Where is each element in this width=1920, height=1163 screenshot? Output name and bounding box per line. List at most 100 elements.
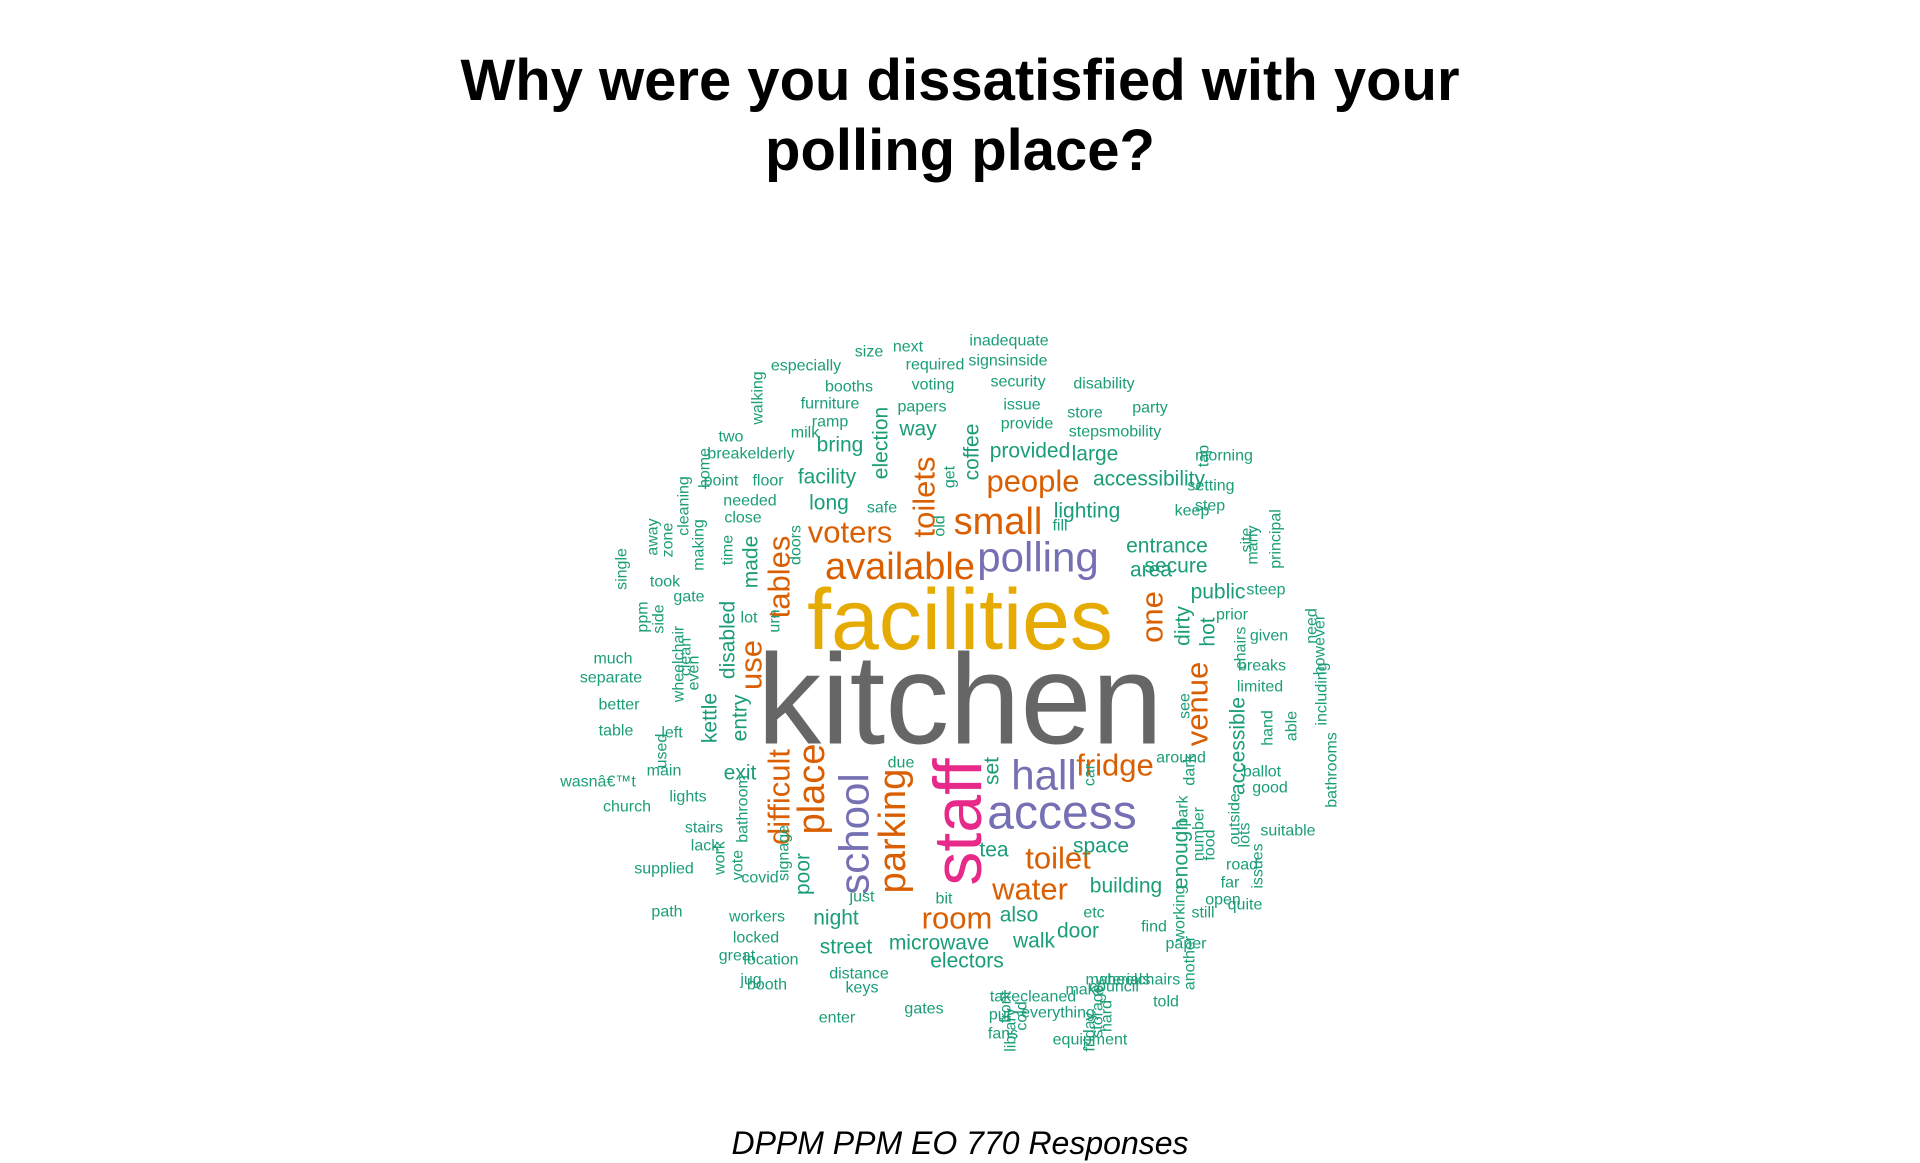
cloud-word: food xyxy=(1202,829,1219,860)
cloud-word: security xyxy=(990,374,1045,391)
cloud-word: make xyxy=(1065,982,1104,999)
cloud-word: working xyxy=(1172,885,1189,941)
cloud-word: far xyxy=(1221,875,1240,892)
cloud-word: especially xyxy=(771,358,841,375)
cloud-word: papers xyxy=(898,399,947,416)
cloud-word: point xyxy=(704,473,739,490)
cloud-word: stepsmobility xyxy=(1069,424,1161,441)
cloud-word: even xyxy=(686,656,703,691)
cloud-word: coffee xyxy=(961,424,984,481)
cloud-word: keys xyxy=(846,980,879,997)
cloud-word: secure xyxy=(1144,555,1207,578)
cloud-word: wheelchairs xyxy=(1095,972,1180,989)
cloud-word: away xyxy=(645,518,662,555)
cloud-word: fans xyxy=(988,1026,1018,1043)
cloud-word: one xyxy=(1135,591,1170,643)
cloud-word: equipment xyxy=(1053,1032,1128,1049)
cloud-word: entrance xyxy=(1126,535,1208,558)
cloud-word: accessible xyxy=(1227,697,1250,795)
cloud-word: toilet xyxy=(1025,841,1091,876)
cloud-word: floor xyxy=(752,473,784,490)
cloud-word: find xyxy=(1141,919,1167,936)
chart-caption: DPPM PPM EO 770 Responses xyxy=(731,1125,1189,1161)
cloud-word: kitchen xyxy=(757,629,1163,772)
cloud-word: breaks xyxy=(1238,658,1286,675)
cloud-word: lack xyxy=(691,838,720,855)
cloud-word: bring xyxy=(817,434,864,457)
cloud-word: long xyxy=(809,492,849,515)
cloud-word: bit xyxy=(936,891,953,908)
cloud-word: left xyxy=(661,725,683,742)
cloud-word: room xyxy=(922,901,993,936)
cloud-word: issue xyxy=(1003,397,1040,414)
cloud-word: limited xyxy=(1237,679,1283,696)
cloud-word: staff xyxy=(920,758,996,885)
cloud-word: school xyxy=(831,773,878,894)
cloud-word: required xyxy=(906,357,965,374)
cloud-word: making xyxy=(691,519,708,571)
cloud-word: walk xyxy=(1012,930,1056,953)
cloud-word: great xyxy=(719,948,756,965)
cloud-word: main xyxy=(647,763,682,780)
cloud-word: building xyxy=(1090,875,1162,898)
cloud-word: put xyxy=(989,1007,1012,1024)
cloud-word: ramp xyxy=(812,414,849,431)
cloud-word: poor xyxy=(792,853,815,895)
cloud-word: voters xyxy=(808,515,892,550)
cloud-word: front xyxy=(998,990,1015,1023)
cloud-word: provide xyxy=(1001,416,1054,433)
cloud-word: due xyxy=(888,755,915,772)
cloud-word: paper xyxy=(1166,936,1208,953)
cloud-word: enter xyxy=(819,1010,856,1027)
cloud-word: disabled xyxy=(717,601,740,679)
cloud-word: suitable xyxy=(1260,823,1315,840)
cloud-word: hand xyxy=(1260,710,1277,746)
cloud-word: parking xyxy=(872,769,914,894)
cloud-word: needed xyxy=(723,493,776,510)
cloud-word: breakelderly xyxy=(707,446,794,463)
cloud-word: outside xyxy=(1227,793,1244,845)
cloud-word: old xyxy=(932,515,949,536)
cloud-word: better xyxy=(599,697,641,714)
cloud-word: side xyxy=(651,604,668,633)
cloud-word: used xyxy=(654,734,671,769)
cloud-word: issues xyxy=(1250,843,1267,888)
cloud-word: hard xyxy=(1099,1000,1116,1032)
cloud-word: facility xyxy=(798,466,857,489)
cloud-word: election xyxy=(870,407,893,479)
cloud-word: doors xyxy=(788,525,805,565)
cloud-word: made xyxy=(740,536,763,589)
cloud-word: keep xyxy=(1175,503,1210,520)
cloud-word: many xyxy=(1245,525,1262,564)
cloud-word: bathroom xyxy=(735,775,752,843)
cloud-word: took xyxy=(650,574,681,591)
cloud-word: vote xyxy=(730,850,747,880)
cloud-word: see xyxy=(1177,693,1194,719)
cloud-word: number xyxy=(1191,806,1208,861)
cloud-word: furniture xyxy=(801,396,860,413)
cloud-word: next xyxy=(893,339,924,356)
cloud-word: covid xyxy=(741,870,778,887)
cloud-word: people xyxy=(986,464,1079,499)
cloud-word: voting xyxy=(912,377,955,394)
cloud-word: tables xyxy=(762,536,797,619)
cloud-word: quite xyxy=(1228,897,1263,914)
cloud-word: available xyxy=(825,546,975,588)
cloud-word: chairs xyxy=(1233,627,1250,670)
cloud-word: etc xyxy=(1083,905,1104,922)
cloud-word: microwave xyxy=(889,932,989,955)
cloud-word: electors xyxy=(930,950,1004,973)
cloud-word: safe xyxy=(867,500,897,517)
cloud-word: close xyxy=(724,510,761,527)
cloud-word: council xyxy=(1089,979,1139,996)
cloud-word: still xyxy=(1191,905,1214,922)
cloud-word: enough xyxy=(1170,819,1193,889)
cloud-word: steep xyxy=(1246,582,1285,599)
cloud-word: area xyxy=(1130,559,1172,582)
chart-title-line-2: polling place? xyxy=(765,118,1155,183)
cloud-word: ballot xyxy=(1243,764,1282,781)
cloud-word: inadequate xyxy=(969,333,1048,350)
cloud-word: distance xyxy=(829,966,889,983)
cloud-word: street xyxy=(820,936,873,959)
cloud-word: need xyxy=(1304,608,1321,644)
